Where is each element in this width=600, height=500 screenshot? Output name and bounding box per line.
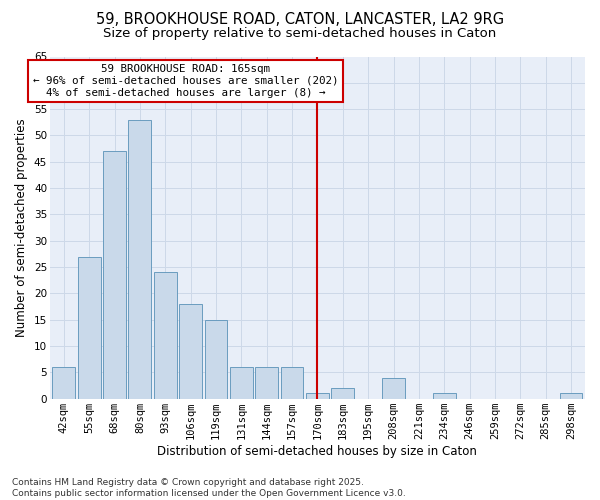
Bar — [382, 378, 405, 398]
Bar — [255, 367, 278, 398]
Bar — [281, 367, 304, 398]
Text: 59, BROOKHOUSE ROAD, CATON, LANCASTER, LA2 9RG: 59, BROOKHOUSE ROAD, CATON, LANCASTER, L… — [96, 12, 504, 28]
Bar — [154, 272, 176, 398]
Bar — [103, 152, 126, 398]
Bar — [78, 256, 101, 398]
Bar — [179, 304, 202, 398]
Text: 59 BROOKHOUSE ROAD: 165sqm
← 96% of semi-detached houses are smaller (202)
4% of: 59 BROOKHOUSE ROAD: 165sqm ← 96% of semi… — [33, 64, 338, 98]
Bar — [128, 120, 151, 398]
X-axis label: Distribution of semi-detached houses by size in Caton: Distribution of semi-detached houses by … — [157, 444, 478, 458]
Y-axis label: Number of semi-detached properties: Number of semi-detached properties — [15, 118, 28, 337]
Bar — [306, 394, 329, 398]
Text: Contains HM Land Registry data © Crown copyright and database right 2025.
Contai: Contains HM Land Registry data © Crown c… — [12, 478, 406, 498]
Bar — [433, 394, 455, 398]
Text: Size of property relative to semi-detached houses in Caton: Size of property relative to semi-detach… — [103, 28, 497, 40]
Bar — [230, 367, 253, 398]
Bar — [52, 367, 75, 398]
Bar — [205, 320, 227, 398]
Bar — [560, 394, 583, 398]
Bar — [331, 388, 354, 398]
